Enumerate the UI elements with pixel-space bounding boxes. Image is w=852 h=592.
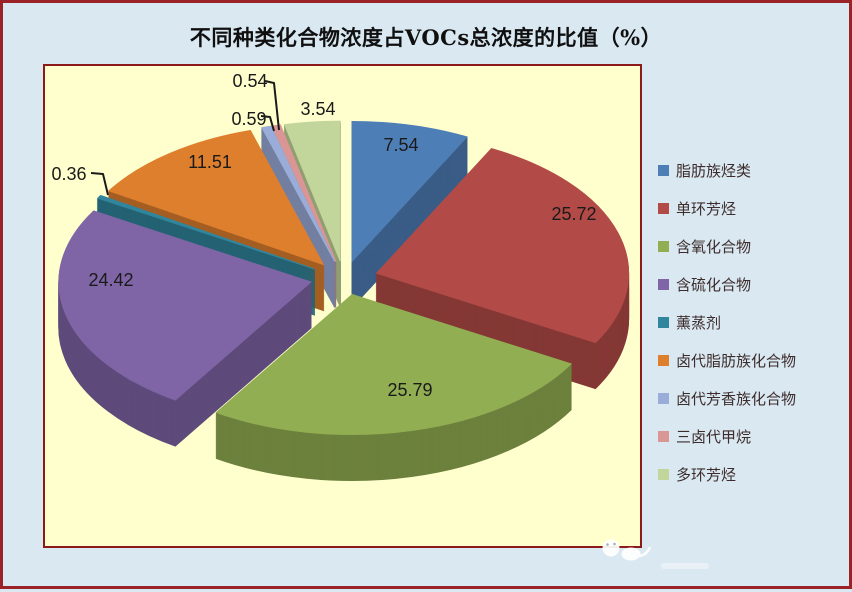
legend-item-4: 薰蒸剂: [658, 303, 796, 341]
legend-swatch: [658, 278, 669, 290]
legend-item-3: 含硫化合物: [658, 265, 796, 303]
legend-swatch: [658, 202, 669, 214]
pie-slice-3: [58, 210, 312, 447]
legend: 脂肪族烃类单环芳烃含氧化合物含硫化合物薰蒸剂卤代脂肪族化合物 卤代芳香族化合物 三卤…: [658, 151, 796, 493]
legend-item-8: 多环芳烃: [658, 455, 796, 493]
legend-label: 含氧化合物: [676, 237, 752, 256]
slice-value-label: 11.51: [188, 152, 232, 172]
legend-swatch: [658, 164, 669, 176]
slice-value-label: 7.54: [383, 135, 418, 155]
pie-slice-1: [375, 148, 630, 390]
legend-label: 单环芳烃: [676, 199, 737, 218]
legend-swatch: [658, 316, 669, 328]
legend-item-1: 单环芳烃: [658, 189, 796, 227]
legend-label: 多环芳烃: [676, 465, 737, 484]
pie-slice-0: [351, 120, 468, 309]
legend-label: 含硫化合物: [676, 275, 752, 294]
slice-value-label: 25.79: [387, 380, 432, 400]
pie-slice-2: [215, 293, 572, 482]
legend-label: 卤代脂肪族化合物: [676, 351, 797, 370]
watermark-paw-cloud-logo-icon: [602, 539, 709, 569]
legend-item-2: 含氧化合物: [658, 227, 796, 265]
legend-swatch: [658, 430, 669, 442]
legend-label: 三卤代甲烷: [676, 427, 752, 446]
chart-title: 不同种类化合物浓度占VOCs总浓度的比值（%）: [189, 25, 663, 50]
label-leader-line: [264, 80, 280, 131]
slice-value-label: 25.72: [551, 204, 596, 224]
pie-slice-top-5: [108, 129, 325, 266]
legend-swatch: [658, 468, 669, 480]
pie-slice-top-4: [96, 194, 316, 270]
legend-item-6: 卤代芳香族化合物: [658, 379, 796, 417]
legend-label: 卤代芳香族化合物: [676, 389, 797, 408]
legend-item-7: 三卤代甲烷: [658, 417, 796, 455]
legend-label: 薰蒸剂: [676, 313, 722, 332]
label-leader-line: [260, 115, 275, 132]
legend-swatch: [658, 354, 669, 366]
pie-slice-top-0: [351, 120, 468, 263]
pie-slice-top-3: [58, 210, 312, 401]
pie-chart: 7.54 25.72 25.79 24.42 0.36 11.51 0.59 0.54 3.54: [51, 71, 709, 569]
pie-slice-top-2: [215, 293, 572, 436]
label-leader-line: [90, 172, 109, 196]
legend-item-0: 脂肪族烃类: [658, 151, 796, 189]
pie-slice-top-8: [283, 120, 341, 262]
pie-slice-top-6: [261, 125, 336, 262]
slice-value-label: 0.36: [51, 164, 86, 184]
slice-value-label: 3.54: [300, 99, 335, 119]
legend-label: 脂肪族烃类: [676, 161, 752, 180]
legend-swatch: [658, 240, 669, 252]
pie-slice-top-1: [375, 148, 630, 344]
slice-value-label: 0.59: [231, 109, 266, 129]
slice-value-label: 24.42: [88, 270, 133, 290]
legend-swatch: [658, 392, 669, 404]
legend-item-5: 卤代脂肪族化合物: [658, 341, 796, 379]
slice-value-label: 0.54: [232, 71, 267, 91]
